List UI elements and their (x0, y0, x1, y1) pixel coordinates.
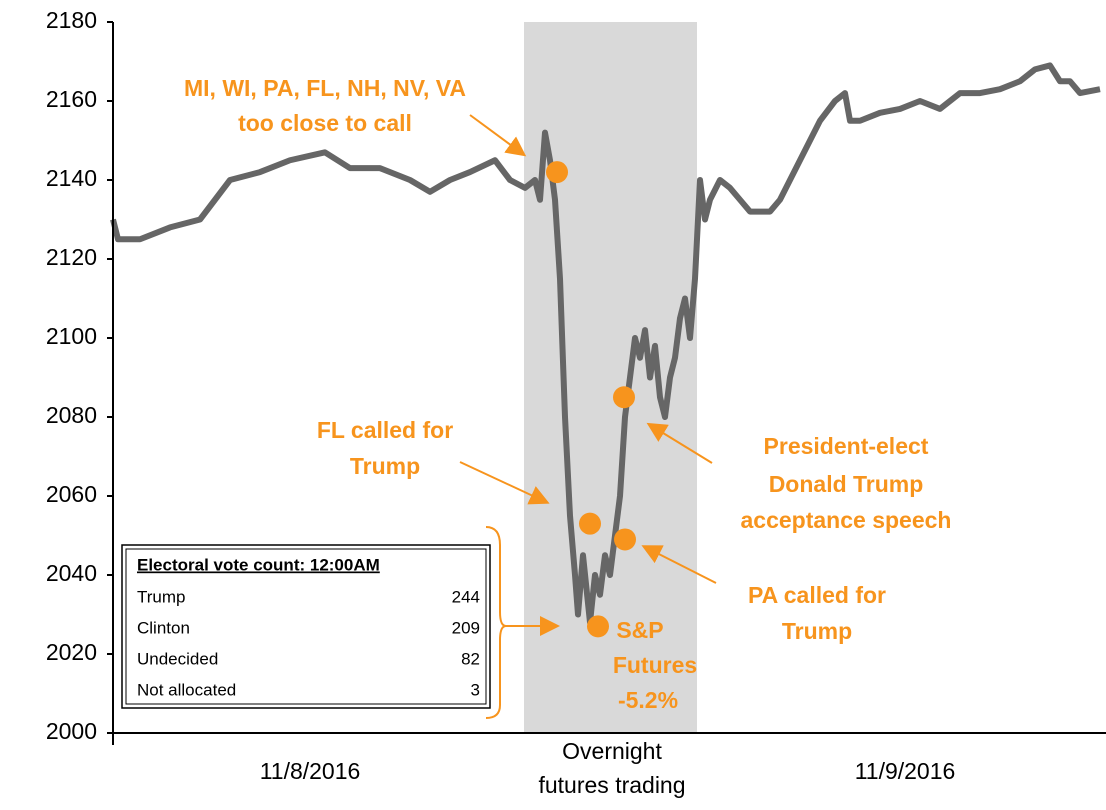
table-cell: Clinton (137, 618, 190, 637)
x-tick-label: futures trading (538, 772, 685, 798)
line (110, 62, 1101, 626)
y-tick-label: 2040 (46, 560, 97, 586)
table-title: Electoral vote count: 12:00AM (137, 555, 380, 574)
y-tick-label: 2180 (46, 7, 97, 33)
table-border (121, 544, 491, 709)
table-cell: 209 (452, 618, 480, 637)
arrow (459, 461, 550, 505)
annotation: President-elect (764, 433, 929, 459)
x-tick-label: Overnight (562, 738, 662, 764)
annotation: FL called for (317, 417, 453, 443)
annotation: Trump (782, 618, 852, 644)
marker (613, 386, 635, 409)
y-tick-label: 2100 (46, 323, 97, 349)
annotation: MI, WI, PA, FL, NH, NV, VA (184, 75, 466, 101)
bracket (485, 526, 507, 719)
annotation: too close to call (238, 110, 412, 136)
annotation: -5.2% (618, 687, 678, 713)
table-cell: 3 (471, 680, 480, 699)
annotation: Futures (613, 652, 697, 678)
y-tick-label: 2160 (46, 86, 97, 112)
annotation: PA called for (748, 582, 886, 608)
arrow (646, 422, 713, 464)
table-border (125, 548, 487, 705)
annotation: acceptance speech (741, 507, 952, 533)
y-tick-label: 2060 (46, 481, 97, 507)
table-cell: 244 (452, 587, 480, 606)
y-tick-label: 2000 (46, 718, 97, 744)
marker (579, 512, 601, 535)
annotation: Trump (350, 453, 420, 479)
marker (546, 161, 568, 184)
x-tick-label: 11/9/2016 (855, 758, 956, 784)
y-tick-label: 2120 (46, 244, 97, 270)
arrow (641, 545, 717, 584)
table-cell: Trump (137, 587, 186, 606)
annotation: S&P (616, 617, 663, 643)
arrow (469, 114, 527, 157)
y-tick-label: 2080 (46, 402, 97, 428)
x-tick-label: 11/8/2016 (260, 758, 361, 784)
inset-table: Electoral vote count: 12:00AM Trump 244 Cl… (121, 544, 491, 709)
table-cell: Undecided (137, 649, 218, 668)
y-tick-label: 2020 (46, 639, 97, 665)
arrows (459, 114, 717, 719)
y-tick-label: 2140 (46, 165, 97, 191)
marker (587, 615, 609, 638)
annotation: Donald Trump (769, 471, 924, 497)
marker (614, 528, 636, 551)
table-cell: Not allocated (137, 680, 236, 699)
table-cell: 82 (461, 649, 480, 668)
